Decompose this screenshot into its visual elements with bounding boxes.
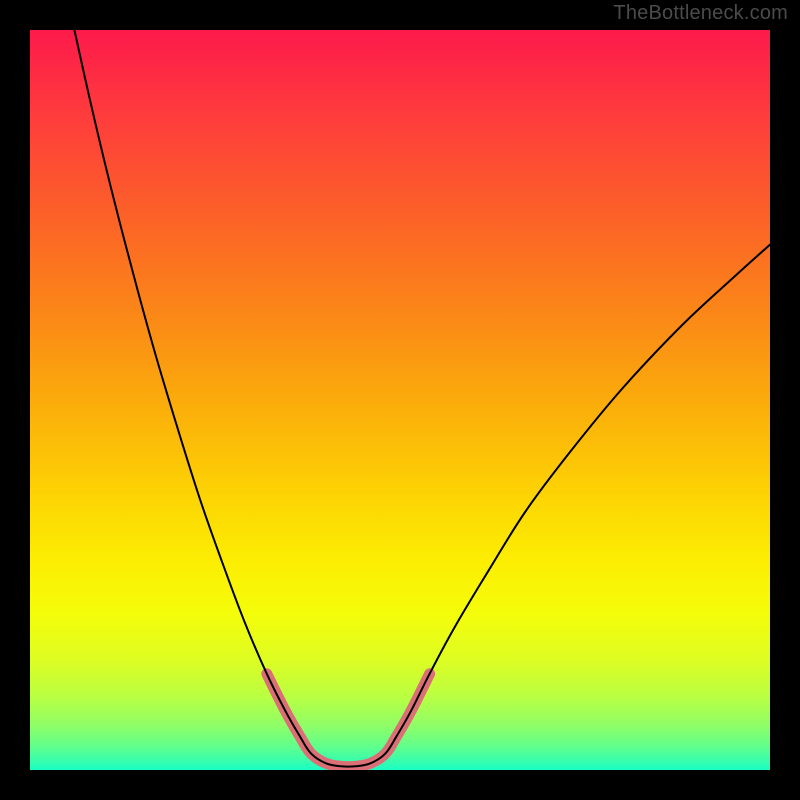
watermark-text: TheBottleneck.com bbox=[613, 2, 788, 25]
plot-area bbox=[30, 30, 770, 770]
bottleneck-chart bbox=[30, 30, 770, 770]
gradient-background bbox=[30, 30, 770, 770]
